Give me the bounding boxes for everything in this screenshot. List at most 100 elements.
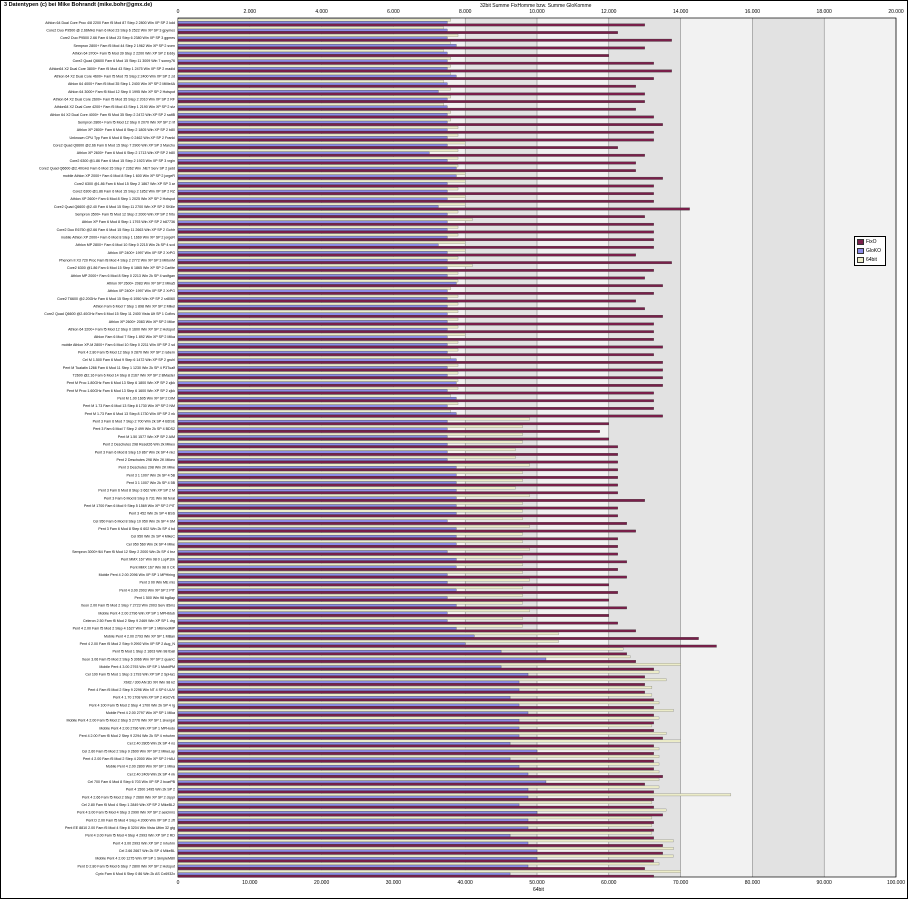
bar-64bit (177, 95, 451, 99)
bar-gloko (177, 826, 529, 830)
category-label: Cel 950 Fam 6 Mod 8 Step 10 950 Win 2k S… (93, 519, 175, 523)
bar-fixo (177, 184, 654, 188)
category-label: Pent 1 500 Win 98 bg8ap (134, 596, 175, 600)
bar-fixo (177, 552, 618, 556)
bar-gloko (177, 550, 448, 554)
category-label: Athlon 64 X2 Dual Core 4600+ Fam f5 Mod … (54, 74, 175, 78)
bar-64bit (177, 862, 660, 866)
category-label: Xeon 3.06 Fam f5 Mod 2 Step 5 3066 Win X… (82, 657, 176, 661)
category-label: Pent 4 1.70 1708 Win XP SP 2 ASCVE (113, 696, 176, 700)
bar-fixo (177, 729, 654, 732)
category-label: Core2 Quad Q6600 @2.40GHz Fam 6 Mod 15 S… (39, 166, 175, 170)
top-tick-label: 0 (177, 9, 180, 15)
bar-gloko (177, 634, 475, 638)
bar-64bit (177, 609, 530, 613)
bottom-tick-label: 70.000 (673, 880, 689, 886)
category-label: Athlon 64 4000+ Fam f5 Mod 35 Step 1 240… (68, 82, 176, 86)
top-tick-label: 10.000 (529, 9, 545, 15)
category-label: Athlon 64 3000+ Fam f5 Mod 12 Step 0 199… (68, 90, 175, 94)
bar-fixo (177, 744, 654, 748)
category-label: Pent 3 Fam 6 Mod 7 Step 2 499 Win 2k SP … (93, 427, 175, 431)
bar-64bit (177, 64, 451, 68)
bar-gloko (177, 159, 448, 162)
bar-fixo (177, 491, 618, 495)
bar-64bit (177, 72, 451, 76)
legend-label: FixO (866, 238, 877, 245)
bar-gloko (177, 788, 529, 791)
bar-64bit (177, 532, 523, 536)
bar-fixo (177, 222, 654, 226)
category-label: Pent 3 1 1007 Win 2k SP 4 5B (127, 473, 176, 477)
category-label: Phenom II X3 720 Proc Fam f8 Mod 4 Step … (59, 259, 175, 263)
category-label: Core2 T6600 @2.20GHz Fam 6 Mod 15 Step 6… (57, 297, 175, 301)
bar-fixo (177, 775, 663, 778)
bar-fixo (177, 805, 654, 809)
bar-64bit (177, 701, 660, 705)
bar-gloko (177, 627, 457, 630)
category-label: Pent 2 Deschutes 298 Win 2K Mikeo (116, 458, 175, 462)
bar-gloko (177, 312, 448, 316)
bottom-tick-label: 90.000 (817, 880, 833, 886)
category-label: Pent 4 2.66 Fam f5 Mod 2 Step 7 2660 Win… (82, 795, 175, 799)
category-label: Xeon 2.00 Fam f5 Mod 2 Step 7 2723 Win 2… (81, 604, 175, 608)
bar-64bit (177, 409, 451, 413)
top-tick-label: 16.000 (745, 9, 761, 15)
category-label: Pent D 2.00 Fam f5 Mod 4 Step 4 2000 Win… (86, 818, 175, 822)
bottom-tick-label: 80.000 (745, 880, 761, 886)
top-tick-label: 8.000 (459, 9, 472, 15)
bar-64bit (177, 509, 523, 513)
bar-gloko (177, 435, 448, 439)
bar-gloko (177, 711, 529, 715)
bar-64bit (177, 156, 459, 160)
bar-64bit (177, 195, 466, 198)
bar-64bit (177, 455, 516, 459)
category-label: Athlon MP 2000+ Fam 6 Mod 8 Step 0 2213 … (71, 274, 175, 278)
bar-64bit (177, 501, 523, 505)
bar-gloko (177, 327, 448, 331)
bar-fixo (177, 368, 663, 372)
bar-64bit (177, 632, 559, 636)
bar-64bit (177, 271, 459, 275)
bar-fixo (177, 384, 663, 387)
category-label: Mobile Pent 4 2.00 2796 Win XP SP 1 MPHb… (98, 611, 175, 615)
category-label: Mobile Pent 4 2.00 2796 Win XP SP 1 MPHo… (99, 726, 175, 730)
bar-64bit (177, 785, 660, 789)
bar-64bit (177, 617, 523, 620)
bar-fixo (177, 292, 654, 295)
bar-fixo (177, 652, 627, 656)
bar-gloko (177, 343, 448, 346)
category-label: Pent M Tualatin 1266 Fam 6 Mod 11 Step 1… (63, 366, 175, 370)
bar-64bit (177, 432, 523, 436)
bar-gloko (177, 489, 457, 492)
bar-gloko (177, 688, 520, 692)
bar-64bit (177, 440, 523, 444)
bar-gloko (177, 481, 457, 485)
bar-gloko (177, 841, 529, 845)
bar-gloko (177, 657, 547, 661)
bar-64bit (177, 241, 466, 244)
bar-gloko (177, 120, 448, 124)
category-label: Cyrix Fam 6 Mod 6 Step 0 86 Win 2k AS Cx… (96, 872, 176, 876)
bar-64bit (177, 762, 660, 766)
bar-gloko (177, 220, 448, 224)
bar-gloko (177, 673, 529, 676)
bar-fixo (177, 23, 645, 27)
bar-gloko (177, 573, 448, 577)
bar-fixo (177, 698, 654, 702)
category-label: Athlon64 X2 Dual Core 3800+ Fam f5 Mod 4… (49, 67, 175, 71)
category-label: Cel 2.66 2667 Win 2k SP 4 MikeBL (119, 849, 175, 853)
bottom-tick-label: 40.000 (458, 880, 474, 886)
bar-fixo (177, 790, 654, 794)
bar-fixo (177, 176, 663, 180)
bar-64bit (177, 524, 530, 528)
category-label: Pent 4 3.00 2993 Win XP SP 2 mhuhrn (113, 841, 175, 845)
category-label: Pent 4 2.00 Fam f5 Mod 2 Step 9 2294 Win… (79, 734, 175, 738)
bar-fixo (177, 322, 654, 326)
category-label: Core2 Duo P9500 @ 2.66MHz Fam 6 Mod 23 S… (46, 28, 175, 32)
bar-fixo (177, 199, 654, 203)
bar-gloko (177, 136, 448, 139)
bar-64bit (177, 164, 459, 168)
category-label: Pent MMX 167 Win 98 0 CK (130, 565, 176, 569)
bar-64bit (177, 471, 523, 474)
bar-gloko (177, 496, 457, 500)
